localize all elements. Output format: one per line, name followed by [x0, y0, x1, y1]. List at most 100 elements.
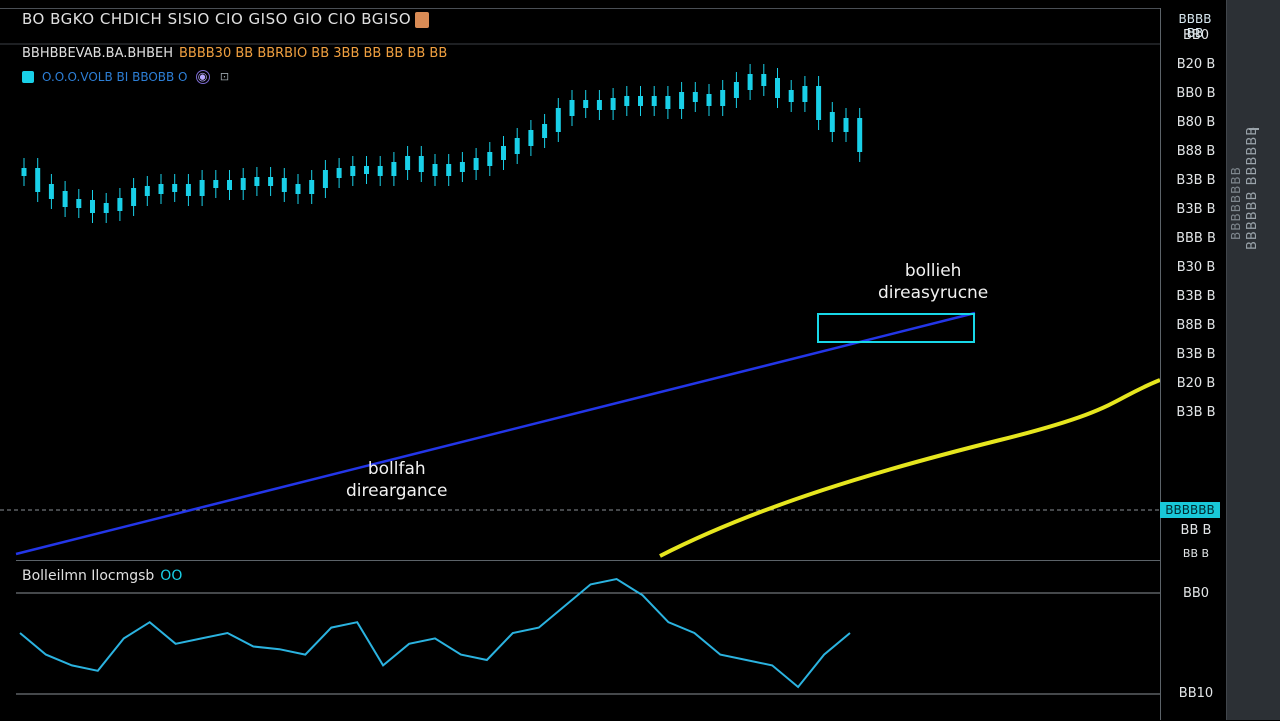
candle-body	[309, 180, 315, 194]
candle-body	[857, 118, 863, 152]
candle-body	[432, 164, 438, 176]
candle-body	[227, 180, 232, 190]
candle-body	[555, 108, 561, 132]
candle-body	[158, 184, 164, 194]
bullish-divergence-lower-label: bollfah direargance	[346, 458, 448, 502]
candle-body	[528, 130, 534, 146]
oscillator-value: OO	[160, 568, 183, 584]
right-sidebar[interactable]: BBBBBB BBBBBB BBBBBBBB	[1226, 0, 1280, 720]
oscillator-title: Bolleilmn Ilocmgsb OO	[22, 568, 182, 584]
price-axis-label: B20 B	[1176, 57, 1216, 72]
candle-body	[596, 100, 602, 110]
price-axis-label: B3B B	[1176, 173, 1216, 188]
candle-body	[405, 156, 411, 170]
candle-body	[62, 191, 68, 207]
candle-body	[377, 166, 383, 176]
candle-body	[665, 96, 671, 109]
candle-body	[213, 180, 219, 188]
price-axis[interactable]	[1160, 8, 1227, 720]
candle-body	[446, 164, 452, 176]
axis-top-label-line2: BB	[1186, 26, 1204, 40]
candle-body	[651, 96, 657, 106]
price-axis-label: BB0	[1182, 28, 1210, 43]
candle-body	[692, 92, 698, 102]
price-chart[interactable]	[0, 0, 1160, 560]
candle-body	[90, 200, 95, 213]
bullish-divergence-upper-label: bollieh direasyrucne	[878, 260, 988, 304]
candle-body	[21, 168, 27, 176]
price-axis-label: B88 B	[1176, 144, 1216, 159]
indicator-legend[interactable]: O.O.O.VOLB BI BBOBB O ◉ ⊡	[22, 70, 232, 84]
annot-upper-line1: bollieh	[904, 261, 962, 281]
oscillator-line	[19, 577, 851, 689]
candle-body	[679, 92, 685, 109]
oscillator-upper-label: BB0	[1182, 586, 1210, 601]
ohlc-row: BBHBBEVAB.BA.BHBEH BBBB30 BB BBRBIO BB 3B…	[22, 46, 447, 61]
candle-body	[199, 180, 205, 196]
candle-body	[185, 184, 191, 196]
annot-lower-line2: direargance	[346, 481, 448, 501]
candle-body	[816, 86, 822, 120]
price-axis-label: B8B B	[1176, 318, 1216, 333]
price-axis-label: B30 B	[1176, 260, 1216, 275]
candle-body	[391, 162, 397, 176]
candle-body	[350, 166, 356, 176]
divergence-highlight-box	[817, 313, 975, 343]
moving-average-line	[659, 378, 1160, 558]
current-price-sub2: BB B	[1182, 547, 1210, 560]
axis-top-label-line1: BBBB	[1178, 12, 1212, 26]
candle-body	[322, 170, 328, 188]
sidebar-tick	[1249, 128, 1259, 130]
candle-body	[268, 177, 274, 186]
candle-body	[473, 158, 479, 170]
candles-group	[21, 64, 863, 223]
sidebar-text-1[interactable]: BBBBBB BBBBBB	[1245, 125, 1260, 250]
candle-body	[569, 100, 575, 116]
candle-body	[720, 90, 726, 106]
indicator-label: O.O.O.VOLB BI BBOBB O	[42, 70, 188, 84]
candle-body	[542, 124, 548, 138]
candle-body	[706, 94, 712, 106]
candle-body	[254, 177, 260, 186]
candle-body	[514, 138, 520, 154]
current-price-sub: BB B	[1180, 523, 1212, 538]
price-axis-label: B80 B	[1176, 115, 1216, 130]
candle-body	[117, 198, 123, 211]
price-axis-label: BBB B	[1176, 231, 1216, 246]
candle-body	[761, 74, 767, 86]
close-icon[interactable]: ⊡	[219, 70, 230, 83]
price-axis-label: B3B B	[1176, 289, 1216, 304]
candle-body	[418, 156, 424, 172]
price-axis-label: B3B B	[1176, 347, 1216, 362]
candle-body	[829, 112, 835, 132]
oscillator-name: Bolleilmn Ilocmgsb	[22, 568, 155, 584]
top-toolbar-strip	[0, 0, 1160, 9]
ohlc-values: BBBB30 BB BBRBIO BB 3BB BB BB BB BB	[179, 46, 448, 61]
price-axis-label: BB0 B	[1176, 86, 1216, 101]
ohlc-symbol: BBHBBEVAB.BA.BHBEH	[22, 46, 173, 61]
candle-body	[131, 188, 137, 206]
candle-body	[638, 96, 643, 106]
candle-body	[583, 100, 589, 108]
chart-title: BO BGKO CHDICH SISIO CIO GISO GIO CIO BG…	[22, 10, 430, 28]
flag-icon	[415, 11, 430, 28]
candle-body	[336, 168, 342, 178]
settings-icon[interactable]: ◉	[195, 70, 210, 84]
candle-body	[788, 90, 794, 102]
oscillator-chart[interactable]	[0, 0, 1160, 720]
oscillator-lower-label: BB10	[1178, 686, 1214, 701]
candle-body	[240, 178, 246, 190]
candle-body	[103, 203, 109, 213]
candle-body	[747, 74, 753, 90]
candle-body	[775, 78, 780, 98]
support-trendline	[15, 311, 976, 556]
candle-body	[843, 118, 849, 132]
price-axis-label: B3B B	[1176, 405, 1216, 420]
symbol-title: BO BGKO CHDICH SISIO CIO GISO GIO CIO BG…	[22, 10, 412, 28]
sidebar-text-2[interactable]: BBBBBBBB	[1229, 166, 1243, 240]
current-price-badge: BBBBBB	[1160, 502, 1220, 518]
candle-body	[35, 168, 41, 192]
candle-body	[624, 96, 630, 106]
candle-body	[501, 146, 506, 160]
candle-body	[733, 82, 739, 98]
